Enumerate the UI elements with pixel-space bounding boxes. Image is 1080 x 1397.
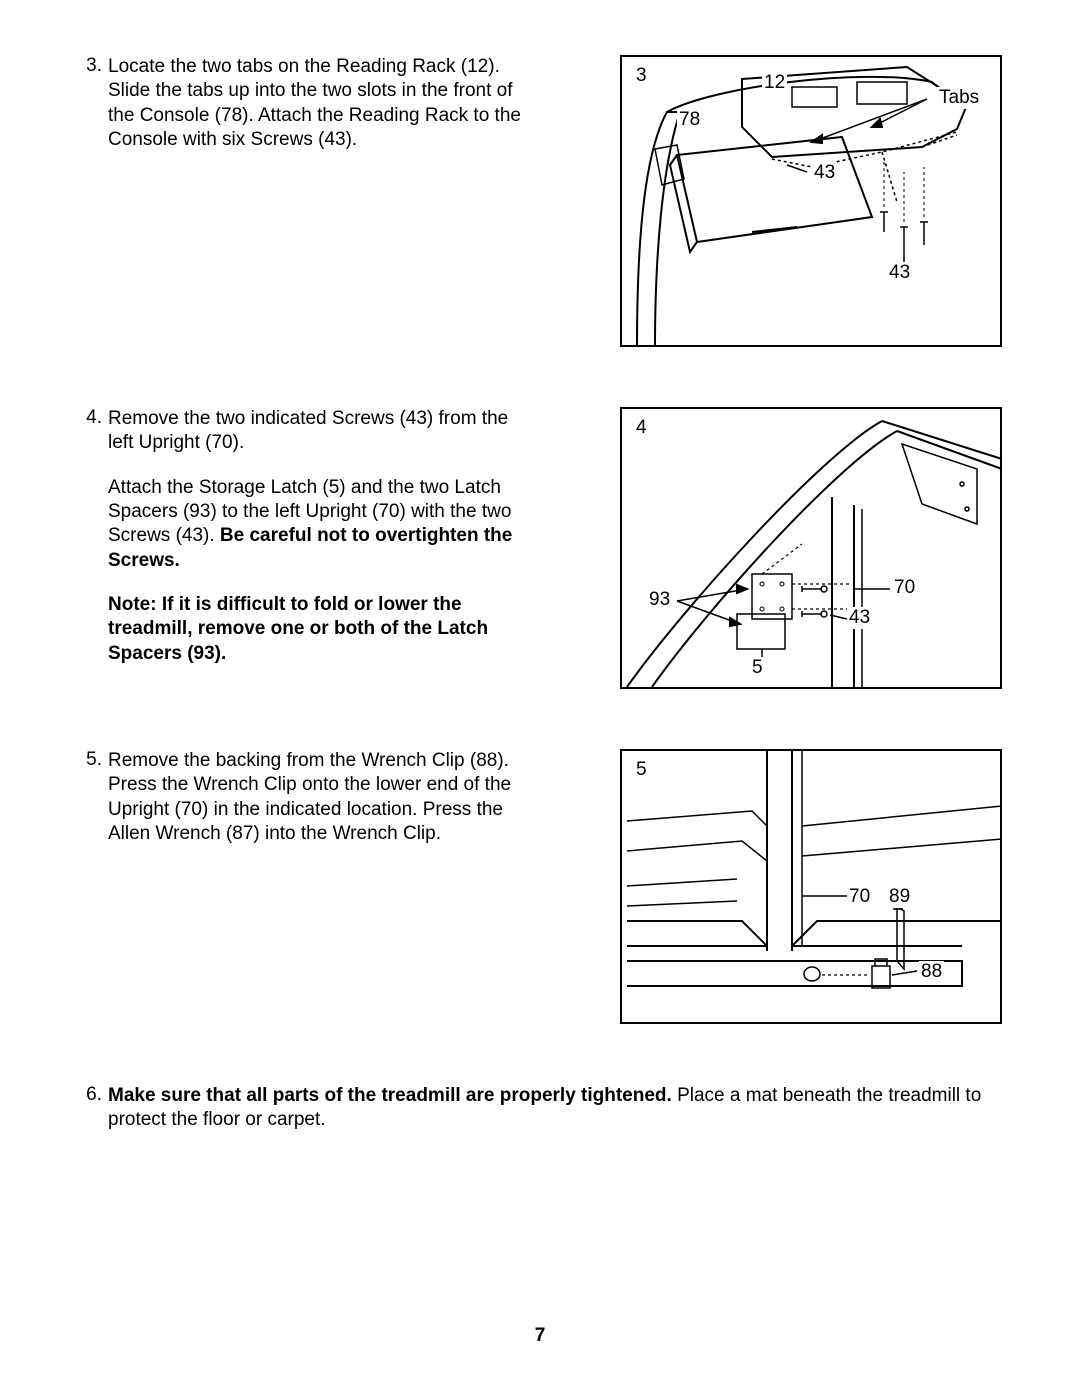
label-70: 70 xyxy=(892,577,917,599)
step-3: 3. Locate the two tabs on the Reading Ra… xyxy=(78,55,1002,347)
figure-number: 5 xyxy=(634,759,649,781)
paragraph: Note: If it is difficult to fold or lowe… xyxy=(108,593,538,666)
paragraph: Remove the backing from the Wrench Clip … xyxy=(108,749,538,846)
step-text: Make sure that all parts of the treadmil… xyxy=(108,1084,1002,1153)
figure-number: 3 xyxy=(634,65,649,87)
step-number: 5. xyxy=(78,749,102,771)
label-93: 93 xyxy=(647,589,672,611)
paragraph: Locate the two tabs on the Reading Rack … xyxy=(108,55,538,152)
step-number: 6. xyxy=(78,1084,102,1106)
label-88: 88 xyxy=(919,961,944,983)
paragraph: Remove the two indicated Screws (43) fro… xyxy=(108,407,538,456)
label-70: 70 xyxy=(847,886,872,908)
label-89: 89 xyxy=(887,886,912,908)
paragraph: Attach the Storage Latch (5) and the two… xyxy=(108,476,538,573)
step-text: Remove the two indicated Screws (43) fro… xyxy=(108,407,538,686)
page-number: 7 xyxy=(535,1325,546,1347)
step-text: Remove the backing from the Wrench Clip … xyxy=(108,749,538,866)
label-43b: 43 xyxy=(887,262,912,284)
figure-5: 5 70 89 88 xyxy=(620,749,1002,1024)
label-tabs: Tabs xyxy=(937,87,981,109)
paragraph: Make sure that all parts of the treadmil… xyxy=(108,1084,1002,1133)
step-5: 5. Remove the backing from the Wrench Cl… xyxy=(78,749,1002,1024)
diagram-4 xyxy=(622,409,1004,691)
diagram-5 xyxy=(622,751,1004,1026)
step-number: 4. xyxy=(78,407,102,429)
label-5: 5 xyxy=(750,657,765,679)
step-text: Locate the two tabs on the Reading Rack … xyxy=(108,55,538,172)
figure-3: 3 12 78 43 43 Tabs xyxy=(620,55,1002,347)
label-12: 12 xyxy=(762,72,787,94)
figure-4: 4 93 70 43 5 xyxy=(620,407,1002,689)
step-4: 4. Remove the two indicated Screws (43) … xyxy=(78,407,1002,689)
label-43: 43 xyxy=(847,607,872,629)
step-number: 3. xyxy=(78,55,102,77)
label-43a: 43 xyxy=(812,162,837,184)
label-78: 78 xyxy=(677,109,702,131)
figure-number: 4 xyxy=(634,417,649,439)
step-6: 6. Make sure that all parts of the tread… xyxy=(78,1084,1002,1153)
